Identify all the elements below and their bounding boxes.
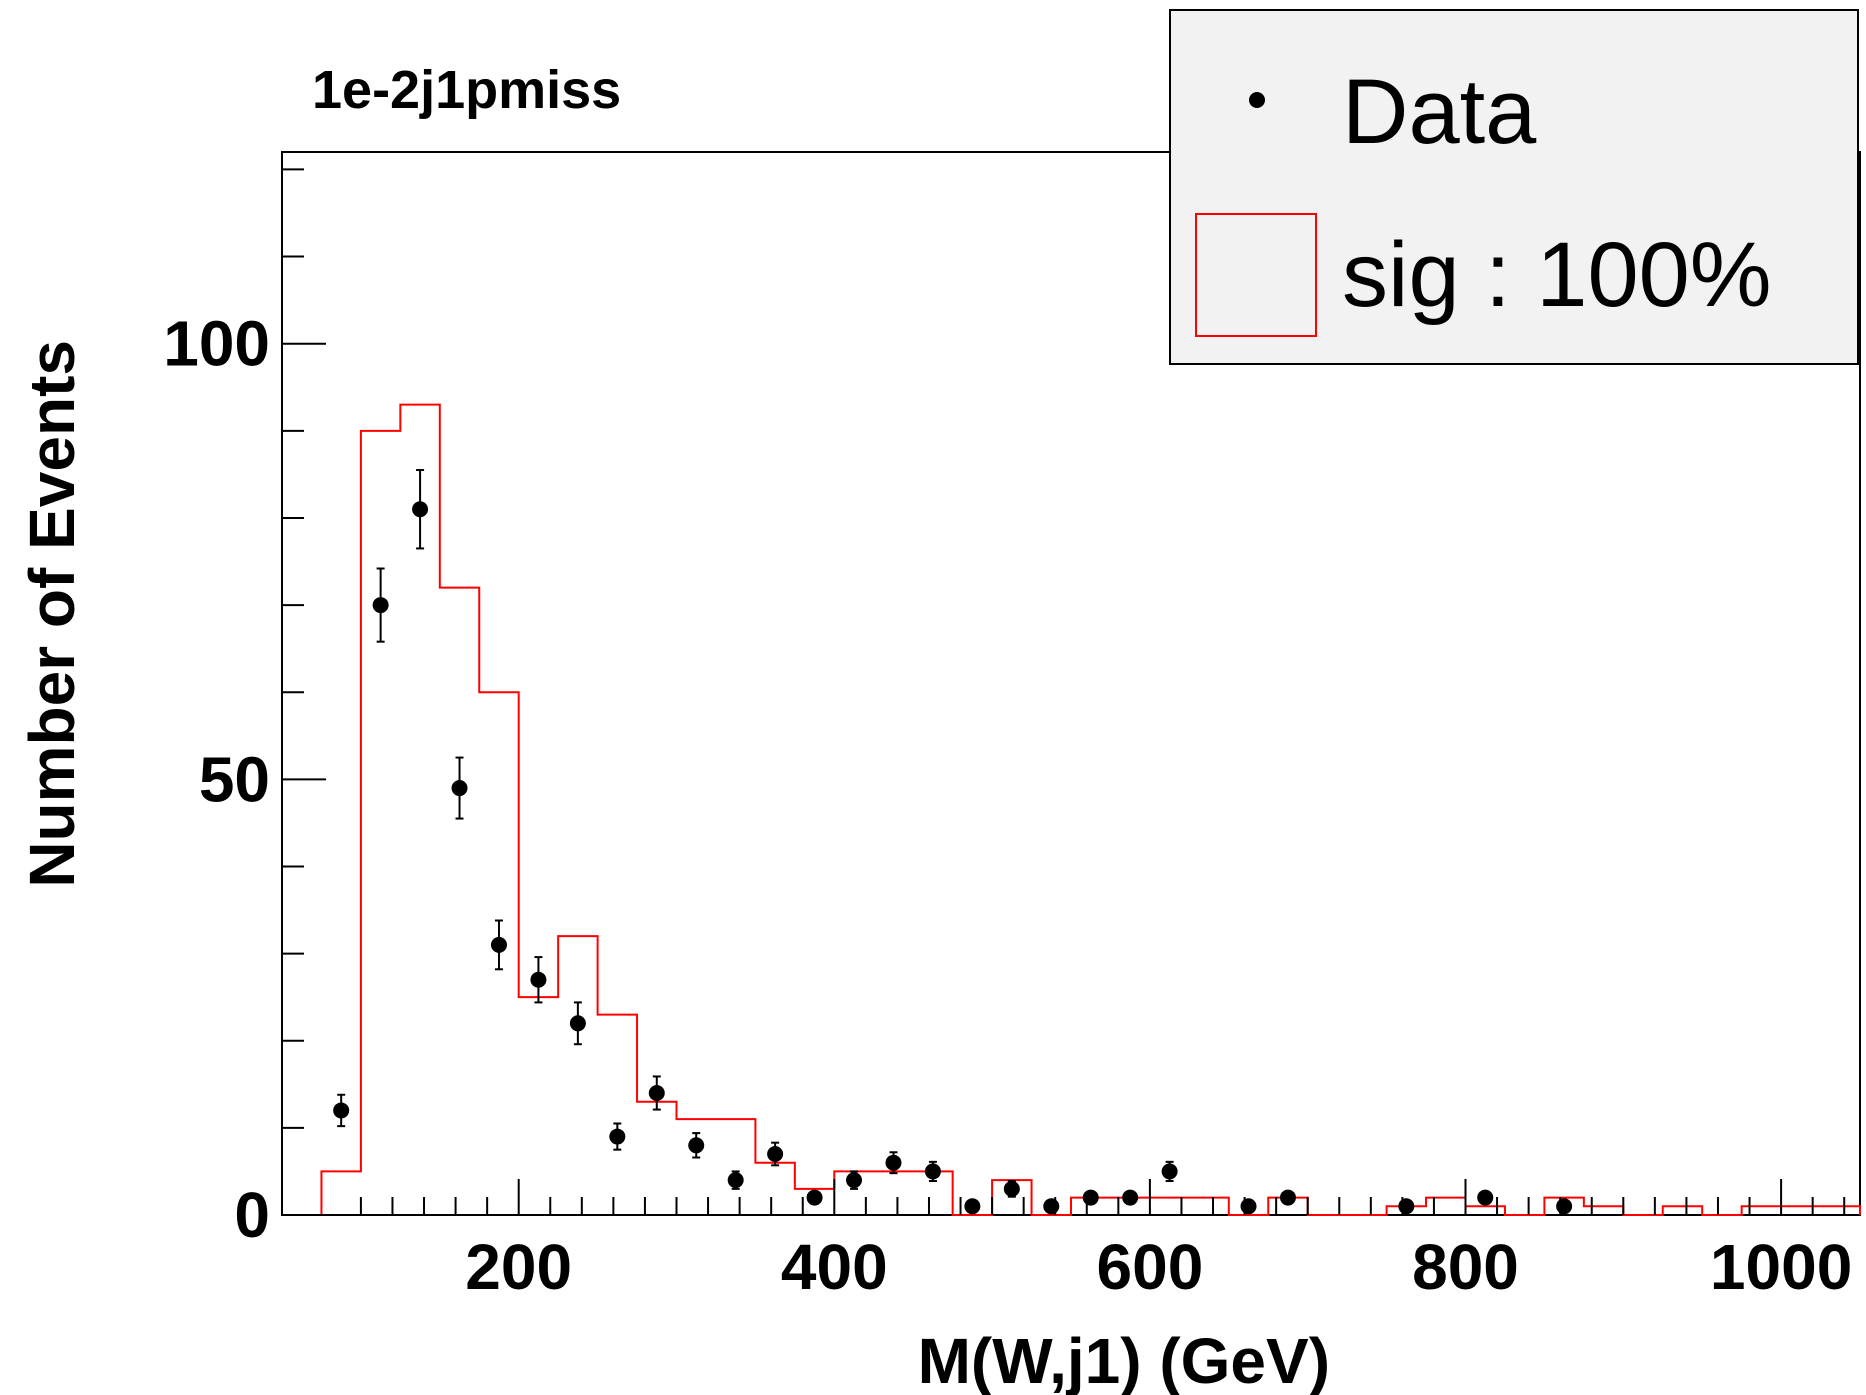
data-point [846, 1172, 863, 1189]
legend-box [1169, 9, 1859, 365]
legend: Data sig : 100% [1169, 9, 1859, 365]
data-point [609, 1128, 626, 1145]
data-point [648, 1085, 665, 1102]
data-point [885, 1154, 902, 1171]
data-point [1003, 1180, 1020, 1197]
data-point [924, 1163, 941, 1180]
data-point [1122, 1189, 1139, 1206]
legend-signal-label: sig : 100% [1342, 224, 1772, 326]
data-point [1556, 1198, 1573, 1215]
signal-step-line [320, 403, 1861, 1216]
data-point [530, 971, 547, 988]
data-point [1240, 1198, 1257, 1215]
data-point [451, 780, 468, 797]
x-tick-label: 200 [465, 1231, 572, 1303]
data-point [490, 936, 507, 953]
y-axis-title: Number of Events [16, 340, 88, 888]
legend-data-marker [1249, 92, 1265, 108]
data-point [372, 597, 389, 614]
data-point [1161, 1163, 1178, 1180]
data-point [1043, 1198, 1060, 1215]
x-tick-label: 600 [1097, 1231, 1204, 1303]
axes: 200 400 600 800 1000 0 50 100 [163, 168, 1852, 1303]
data-point [333, 1102, 350, 1119]
data-point [727, 1172, 744, 1189]
x-tick-label: 800 [1412, 1231, 1519, 1303]
data-point [806, 1189, 823, 1206]
data-point [1279, 1189, 1296, 1206]
data-point [1082, 1189, 1099, 1206]
y-tick-label: 50 [199, 743, 270, 815]
data-point [569, 1015, 586, 1032]
y-tick-label: 100 [163, 308, 270, 380]
x-tick-label: 400 [781, 1231, 888, 1303]
data-point [964, 1198, 981, 1215]
data-point [1398, 1198, 1415, 1215]
y-tick-label: 0 [234, 1179, 270, 1251]
data-point [1477, 1189, 1494, 1206]
data-point [412, 501, 429, 518]
data-point [767, 1146, 784, 1163]
x-axis-title: M(W,j1) (GeV) [918, 1325, 1330, 1395]
legend-signal-swatch [1195, 213, 1317, 337]
chart-title: 1e-2j1pmiss [312, 60, 621, 120]
legend-data-label: Data [1342, 61, 1537, 163]
signal-histogram [320, 403, 1861, 1216]
data-point [688, 1137, 705, 1154]
x-tick-label: 1000 [1710, 1231, 1852, 1303]
